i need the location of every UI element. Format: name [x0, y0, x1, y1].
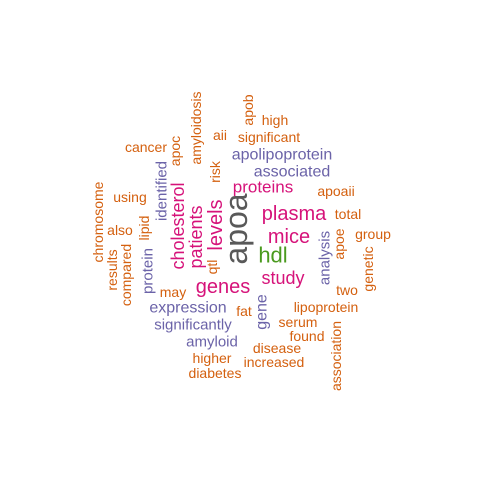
word-patients: patients [186, 205, 206, 268]
word-also: also [107, 222, 133, 238]
word-amyloidosis: amyloidosis [188, 91, 204, 164]
word-genes: genes [196, 276, 251, 298]
word-gene: gene [254, 294, 271, 330]
word-increased: increased [244, 354, 305, 370]
word-protein: protein [140, 248, 157, 294]
word-apoc: apoc [167, 136, 183, 166]
word-risk: risk [207, 160, 223, 183]
word-fat: fat [236, 303, 252, 319]
word-using: using [113, 189, 146, 205]
word-amyloid: amyloid [186, 334, 238, 351]
word-study: study [261, 268, 304, 288]
word-expression: expression [149, 300, 226, 317]
word-qtl: qtl [204, 260, 220, 275]
word-identified: identified [154, 161, 171, 221]
word-higher: higher [193, 350, 232, 366]
word-cholesterol: cholesterol [168, 182, 188, 269]
word-levels: levels [205, 199, 227, 250]
word-significant: significant [238, 129, 300, 145]
word-lipoprotein: lipoprotein [294, 299, 359, 315]
word-found: found [289, 328, 324, 344]
word-cancer: cancer [125, 139, 167, 155]
word-apob: apob [240, 94, 256, 125]
word-may: may [160, 284, 186, 300]
word-mice: mice [268, 226, 310, 248]
word-total: total [335, 206, 361, 222]
word-genetic: genetic [360, 246, 376, 291]
word-associated: associated [254, 164, 331, 181]
word-apolipoprotein: apolipoprotein [232, 147, 333, 164]
word-lipid: lipid [136, 216, 152, 241]
word-high: high [262, 112, 288, 128]
word-apoe: apoe [331, 228, 347, 259]
word-aii: aii [213, 127, 227, 143]
word-two: two [336, 282, 358, 298]
word-group: group [355, 226, 391, 242]
word-association: association [328, 321, 344, 391]
word-compared: compared [118, 244, 134, 306]
word-chromosome: chromosome [90, 181, 106, 262]
word-significantly: significantly [154, 317, 232, 334]
word-diabetes: diabetes [189, 365, 242, 381]
word-plasma: plasma [262, 203, 327, 225]
word-apoaii: apoaii [317, 183, 354, 199]
word-results: results [104, 249, 120, 290]
